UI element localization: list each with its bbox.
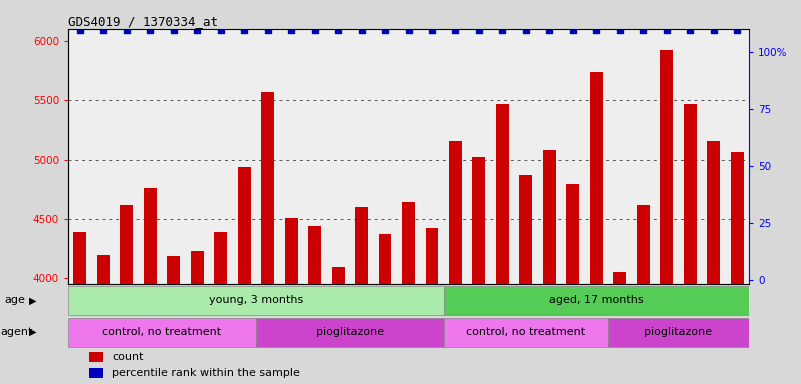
Bar [637,205,650,384]
Point [660,27,673,33]
Point [144,27,157,33]
Point [355,27,368,33]
Point [590,27,602,33]
Point [191,27,203,33]
Point [308,27,321,33]
Text: ▶: ▶ [29,327,36,337]
Bar [332,266,344,384]
Bar [731,152,743,384]
Point [332,27,344,33]
Bar [444,318,608,347]
Text: GDS4019 / 1370334_at: GDS4019 / 1370334_at [68,15,218,28]
Bar [543,150,556,384]
Text: pioglitazone: pioglitazone [316,327,384,337]
Bar [519,175,533,384]
Text: young, 3 months: young, 3 months [209,295,303,305]
Point [379,27,392,33]
Bar [89,353,103,362]
Bar [256,318,444,347]
Point [74,27,87,33]
Bar [261,92,274,384]
Bar [684,104,697,384]
Point [543,27,556,33]
Text: aged, 17 months: aged, 17 months [549,295,644,305]
Point [120,27,133,33]
Text: ▶: ▶ [29,295,36,305]
Bar [449,141,462,384]
Bar [614,273,626,384]
Bar [444,286,749,314]
Bar [566,184,579,384]
Text: control, no treatment: control, no treatment [103,327,222,337]
Bar [191,251,203,384]
Bar [238,167,251,384]
Bar [214,232,227,384]
Bar [308,226,321,384]
Bar [379,234,392,384]
Point [520,27,533,33]
Point [473,27,485,33]
Point [167,27,180,33]
Point [97,27,110,33]
Point [684,27,697,33]
Bar [402,202,415,384]
Point [425,27,438,33]
Bar [120,205,133,384]
Bar [167,256,180,384]
Bar [660,50,673,384]
Point [731,27,743,33]
Bar [68,318,256,347]
Point [707,27,720,33]
Point [284,27,297,33]
Bar [74,232,87,384]
Point [449,27,462,33]
Bar [144,188,157,384]
Bar [89,368,103,378]
Bar [355,207,368,384]
Bar [284,218,298,384]
Point [215,27,227,33]
Point [238,27,251,33]
Bar [68,286,444,314]
Point [402,27,415,33]
Text: control, no treatment: control, no treatment [466,327,586,337]
Point [614,27,626,33]
Text: agent: agent [1,327,33,337]
Point [637,27,650,33]
Bar [707,141,720,384]
Text: count: count [112,352,144,362]
Point [496,27,509,33]
Bar [590,71,603,384]
Text: percentile rank within the sample: percentile rank within the sample [112,368,300,378]
Bar [97,255,110,384]
Bar [425,228,438,384]
Bar [608,318,749,347]
Text: pioglitazone: pioglitazone [645,327,713,337]
Point [566,27,579,33]
Point [261,27,274,33]
Bar [496,104,509,384]
Bar [473,157,485,384]
Text: age: age [4,295,25,305]
